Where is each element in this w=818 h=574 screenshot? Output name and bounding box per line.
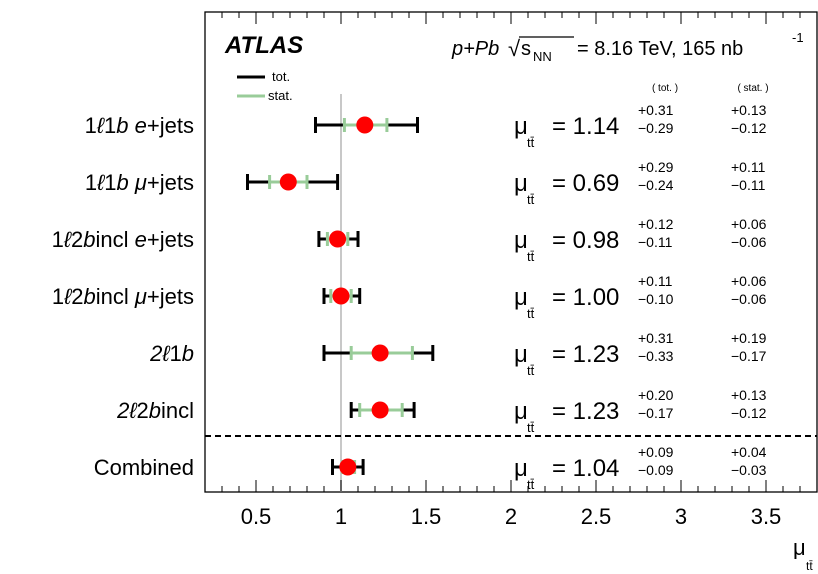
- channel-label: 2ℓ2bincl: [116, 398, 194, 423]
- mu-value: = 1.04: [552, 455, 619, 482]
- mu-value: = 1.23: [552, 341, 619, 368]
- tot-down-value: −0.09: [638, 462, 674, 478]
- stat-up-value: +0.13: [731, 102, 767, 118]
- mu-value: = 1.23: [552, 398, 619, 425]
- mu-subscript: tt̄: [527, 192, 535, 207]
- channel-label: 1ℓ1b μ+jets: [85, 170, 194, 195]
- sqrt-sub: NN: [533, 49, 552, 64]
- x-axis: 0.5 1 1.5 2 2.5 3 3.5: [205, 12, 817, 529]
- mu-symbol: μ: [514, 170, 528, 197]
- tot-down-value: −0.11: [638, 234, 673, 250]
- stat-up-value: +0.13: [731, 387, 767, 403]
- stat-down-value: −0.03: [731, 462, 767, 478]
- sqrt-symbol: √: [508, 36, 521, 61]
- mu-symbol: μ: [514, 113, 528, 140]
- legend-tot-label: tot.: [272, 69, 290, 84]
- channel-row: 1ℓ1b e+jets μtt̄ = 1.14 +0.31 −0.29 +0.13 −0.1…: [85, 102, 767, 150]
- collision-system-label: p+Pb: [451, 38, 499, 60]
- tot-down-value: −0.29: [638, 120, 674, 136]
- atlas-label: ATLAS: [224, 32, 303, 59]
- x-tick-label: 3.5: [751, 504, 782, 529]
- column-header-stat: ( stat. ): [737, 83, 768, 94]
- stat-up-value: +0.06: [731, 273, 767, 289]
- system-name: p+Pb: [451, 38, 499, 60]
- channel-row: 1ℓ1b μ+jets μtt̄ = 0.69 +0.29 −0.24 +0.11 −0.1…: [85, 159, 766, 207]
- mu-subscript: tt̄: [527, 135, 535, 150]
- tot-up-value: +0.20: [638, 387, 674, 403]
- mu-marker: [356, 117, 373, 134]
- x-tick-label: 2: [505, 504, 517, 529]
- mu-subscript: tt̄: [527, 249, 535, 264]
- mu-subscript: tt̄: [527, 477, 535, 492]
- tot-down-value: −0.24: [638, 177, 674, 193]
- x-tick-label: 2.5: [581, 504, 612, 529]
- mu-marker: [333, 288, 350, 305]
- mu-symbol: μ: [514, 341, 528, 368]
- stat-up-value: +0.11: [731, 159, 766, 175]
- mu-value: = 0.69: [552, 170, 619, 197]
- legend-stat-label: stat.: [268, 88, 293, 103]
- mu-symbol: μ: [514, 227, 528, 254]
- x-tick-label: 1.5: [411, 504, 442, 529]
- mu-marker: [280, 174, 297, 191]
- mu-subscript: tt̄: [527, 363, 535, 378]
- tot-down-value: −0.17: [638, 405, 674, 421]
- stat-down-value: −0.06: [731, 291, 767, 307]
- tot-up-value: +0.12: [638, 216, 674, 232]
- channel-label: 2ℓ1b: [149, 341, 194, 366]
- stat-down-value: −0.12: [731, 405, 767, 421]
- channel-label: Combined: [94, 455, 194, 480]
- column-header-tot: ( tot. ): [652, 83, 678, 94]
- tot-up-value: +0.31: [638, 330, 674, 346]
- channel-row: 1ℓ2bincl μ+jets μtt̄ = 1.00 +0.11 −0.10 +0.06…: [52, 273, 767, 321]
- mu-marker: [372, 402, 389, 419]
- tot-up-value: +0.11: [638, 273, 673, 289]
- plot-frame: [205, 12, 817, 492]
- mu-symbol: μ: [514, 455, 528, 482]
- stat-up-value: +0.06: [731, 216, 767, 232]
- x-axis-title: μ: [793, 535, 806, 560]
- stat-up-value: +0.04: [731, 444, 767, 460]
- tot-down-value: −0.10: [638, 291, 674, 307]
- tot-up-value: +0.29: [638, 159, 674, 175]
- stat-down-value: −0.12: [731, 120, 767, 136]
- stat-up-value: +0.19: [731, 330, 767, 346]
- mu-value: = 1.00: [552, 284, 619, 311]
- sqrt-var: s: [521, 38, 531, 60]
- channel-label: 1ℓ2bincl μ+jets: [52, 284, 194, 309]
- mu-marker: [329, 231, 346, 248]
- x-tick-label: 3: [675, 504, 687, 529]
- stat-down-value: −0.11: [731, 177, 766, 193]
- channel-row: 2ℓ2bincl μtt̄ = 1.23 +0.20 −0.17 +0.13 −0.12: [116, 387, 767, 435]
- tot-up-value: +0.31: [638, 102, 674, 118]
- mu-value: = 1.14: [552, 113, 619, 140]
- x-tick-label: 1: [335, 504, 347, 529]
- channel-row: 1ℓ2bincl e+jets μtt̄ = 0.98 +0.12 −0.11 +0.06…: [52, 216, 767, 264]
- mu-value: = 0.98: [552, 227, 619, 254]
- mu-symbol: μ: [514, 284, 528, 311]
- energy-lumi-label: = 8.16 TeV, 165 nb: [577, 38, 743, 60]
- mu-marker: [372, 345, 389, 362]
- channel-rows: 1ℓ1b e+jets μtt̄= 1.14+0.31−0.29+0.13−0.1…: [52, 102, 767, 492]
- channel-label: 1ℓ2bincl e+jets: [52, 227, 194, 252]
- mu-subscript: tt̄: [527, 420, 535, 435]
- x-axis-title-sub: tt̄: [806, 559, 813, 573]
- stat-down-value: −0.06: [731, 234, 767, 250]
- mu-symbol: μ: [514, 398, 528, 425]
- mu-subscript: tt̄: [527, 306, 535, 321]
- channel-row: Combined μtt̄ = 1.04 +0.09 −0.09 +0.04 −0.03: [94, 444, 767, 492]
- stat-down-value: −0.17: [731, 348, 767, 364]
- channel-row: 2ℓ1b μtt̄ = 1.23 +0.31 −0.33 +0.19 −0.17: [149, 330, 767, 378]
- lumi-exponent: -1: [792, 30, 804, 45]
- tot-up-value: +0.09: [638, 444, 674, 460]
- x-tick-label: 0.5: [241, 504, 272, 529]
- tot-down-value: −0.33: [638, 348, 674, 364]
- mu-marker: [339, 459, 356, 476]
- channel-label: 1ℓ1b e+jets: [85, 113, 194, 138]
